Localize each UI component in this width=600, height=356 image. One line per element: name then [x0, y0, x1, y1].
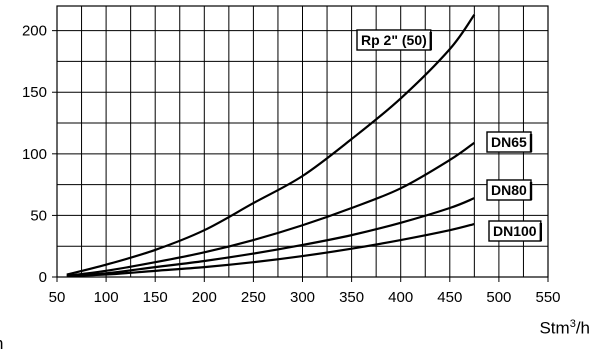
- series-label-dn65: DN65: [486, 131, 533, 153]
- series-label-rp-2-50: Rp 2" (50): [356, 29, 432, 51]
- series-label-dn100: DN100: [488, 220, 542, 242]
- x-tick-label: 250: [241, 289, 266, 306]
- x-tick-label: 450: [437, 289, 462, 306]
- y-tick-label: 200: [22, 23, 47, 40]
- x-unit-sup: 3: [569, 318, 576, 330]
- x-unit-base: Stm: [539, 318, 570, 338]
- series-label-text: DN80: [491, 182, 527, 198]
- y-tick-label: 0: [39, 269, 47, 286]
- series-labels: Rp 2" (50) DN65 DN80 DN100: [356, 29, 542, 242]
- x-tick-label: 350: [339, 289, 364, 306]
- series-line-dn100: [66, 222, 475, 277]
- series-line-rp-2-50: [66, 13, 476, 276]
- y-tick-label: 50: [30, 207, 47, 224]
- x-tick-label: 200: [192, 289, 217, 306]
- x-tick-label: 300: [290, 289, 315, 306]
- x-tick-label: 150: [143, 289, 168, 306]
- x-tick-label: 500: [486, 289, 511, 306]
- x-tick-label: 550: [535, 289, 560, 306]
- series-line-dn65: [66, 141, 475, 277]
- series-label-text: DN65: [491, 134, 527, 150]
- x-axis-unit: Stm3/h: [539, 318, 590, 339]
- series-label-text: DN100: [493, 223, 537, 239]
- series-label-dn80: DN80: [486, 179, 533, 201]
- x-tick-label: 50: [49, 289, 66, 306]
- y-tick-label: 150: [22, 84, 47, 101]
- x-unit-suffix: /h: [575, 318, 590, 338]
- x-tick-label: 100: [94, 289, 119, 306]
- curves: [66, 13, 476, 277]
- x-tick-label: 400: [388, 289, 413, 306]
- y-tick-label: 100: [22, 146, 47, 163]
- edge-text: h: [0, 334, 3, 354]
- series-label-text: Rp 2" (50): [361, 32, 427, 48]
- series-line-dn80: [66, 197, 475, 277]
- grid: [56, 5, 549, 278]
